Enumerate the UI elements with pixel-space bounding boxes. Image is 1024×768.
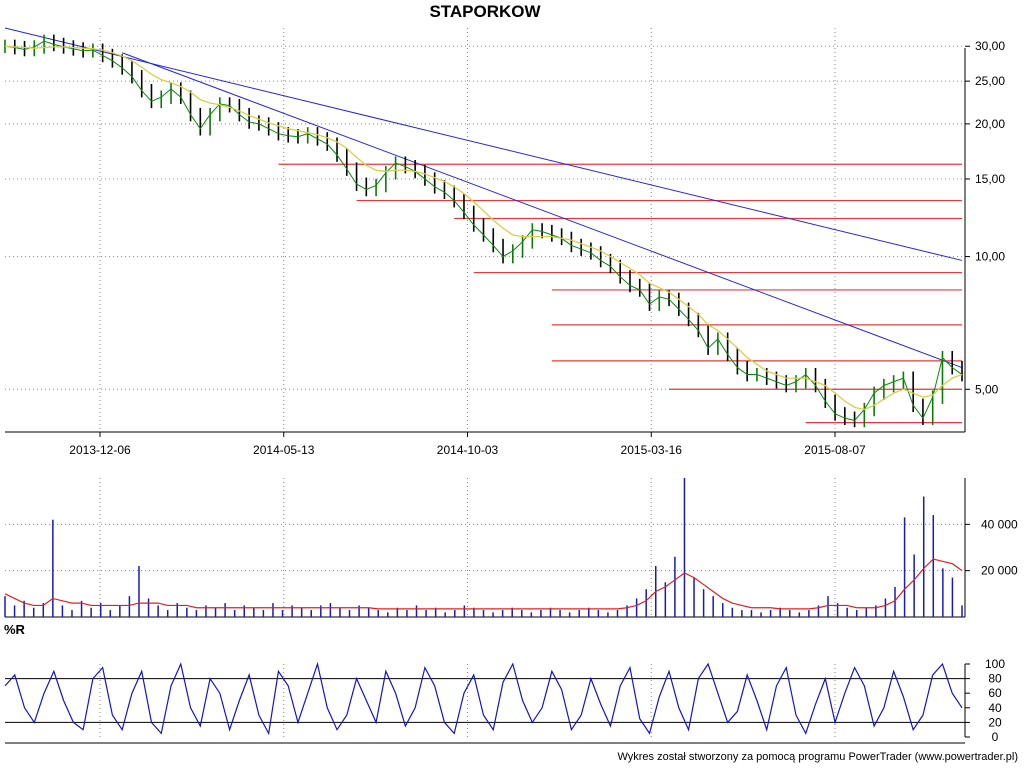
chart-title: STAPORKOW	[429, 2, 541, 21]
wr-y-tick-label: 100	[985, 657, 1005, 671]
y-tick-label: 30,00	[975, 39, 1005, 53]
volume-average-line	[4, 558, 963, 610]
x-tick-label: 2015-03-16	[621, 443, 683, 457]
volume-y-tick-label: 20 000	[981, 564, 1018, 578]
wr-y-tick-label: 40	[988, 701, 1002, 715]
wr-y-tick-label: 60	[988, 686, 1002, 700]
y-tick-label: 25,00	[975, 74, 1005, 88]
wr-line	[4, 661, 963, 736]
wr-y-tick-label: 20	[988, 715, 1002, 729]
y-tick-label: 5,00	[975, 382, 999, 396]
y-tick-label: 15,00	[975, 172, 1005, 186]
y-tick-label: 10,00	[975, 250, 1005, 264]
credit-text: Wykres został stworzony za pomocą progra…	[617, 751, 1018, 763]
x-tick-label: 2013-12-06	[69, 443, 131, 457]
x-tick-label: 2014-10-03	[437, 443, 499, 457]
wr-y-tick-label: 0	[992, 730, 999, 744]
williams-r-label: %R	[4, 622, 25, 637]
y-tick-label: 20,00	[975, 117, 1005, 131]
trend-line	[4, 27, 963, 261]
x-tick-label: 2014-05-13	[253, 443, 315, 457]
wr-y-tick-label: 80	[988, 672, 1002, 686]
x-tick-label: 2015-08-07	[804, 443, 866, 457]
close-line	[4, 40, 963, 421]
moving-average-line	[4, 45, 963, 411]
trend-line	[122, 52, 963, 369]
volume-y-tick-label: 40 000	[981, 517, 1018, 531]
